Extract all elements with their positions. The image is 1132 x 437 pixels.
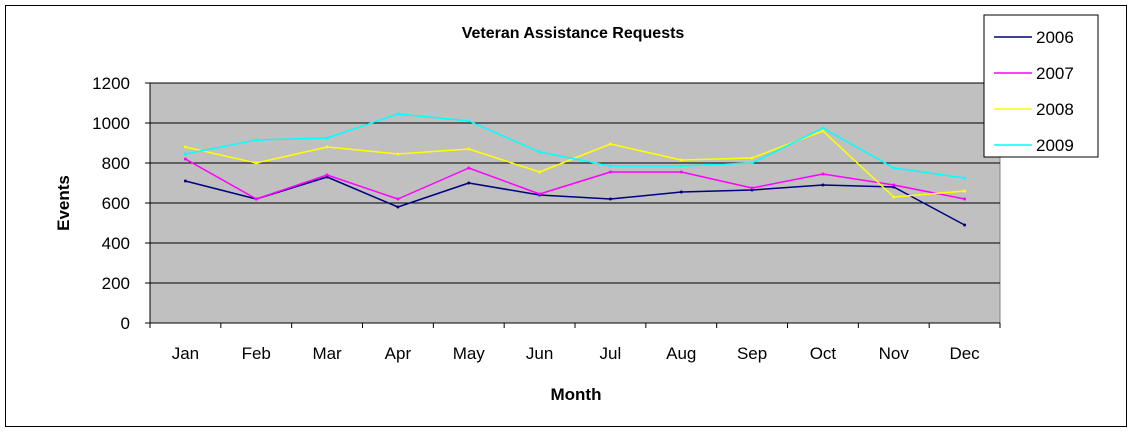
data-point-2007-dec	[963, 197, 967, 201]
data-point-2009-feb	[254, 138, 258, 142]
data-point-2007-sep	[750, 186, 754, 190]
x-tick-label-dec: Dec	[949, 344, 980, 363]
data-point-2008-jul	[608, 142, 612, 146]
data-point-2006-may	[467, 181, 471, 185]
data-point-2008-apr	[396, 152, 400, 156]
data-point-2007-apr	[396, 197, 400, 201]
data-point-2009-oct	[821, 126, 825, 130]
y-tick-label-200: 200	[102, 274, 130, 293]
x-tick-label-may: May	[453, 344, 486, 363]
y-tick-label-600: 600	[102, 194, 130, 213]
chart-title: Veteran Assistance Requests	[462, 25, 685, 42]
data-point-2006-aug	[679, 190, 683, 194]
data-point-2009-jan	[183, 152, 187, 156]
data-point-2006-apr	[396, 205, 400, 209]
x-tick-label-jun: Jun	[526, 344, 553, 363]
data-point-2008-aug	[679, 158, 683, 162]
data-point-2009-nov	[892, 166, 896, 170]
series-line-2007	[185, 158, 965, 200]
data-point-2007-aug	[679, 170, 683, 174]
data-point-2009-apr	[396, 112, 400, 116]
y-tick-label-0: 0	[121, 314, 130, 333]
data-point-2007-jul	[608, 170, 612, 174]
data-point-2006-jul	[608, 197, 612, 201]
data-point-2008-dec	[963, 189, 967, 193]
legend-label-2007: 2007	[1036, 64, 1074, 83]
data-point-2008-mar	[325, 145, 329, 149]
x-tick-label-jul: Jul	[600, 344, 622, 363]
series-line-2008	[185, 130, 965, 198]
data-point-2007-mar	[325, 173, 329, 177]
y-tick-label-400: 400	[102, 234, 130, 253]
legend-label-2009: 2009	[1036, 136, 1074, 155]
y-tick-label-800: 800	[102, 154, 130, 173]
x-tick-label-nov: Nov	[879, 344, 910, 363]
data-point-2009-jun	[538, 150, 542, 154]
legend-label-2008: 2008	[1036, 100, 1074, 119]
data-point-2006-dec	[963, 223, 967, 227]
legend: 2006 2007 2008 2009	[983, 14, 1099, 158]
x-tick-label-aug: Aug	[666, 344, 696, 363]
data-point-2009-dec	[963, 176, 967, 180]
data-point-2006-jan	[183, 179, 187, 183]
data-point-2008-jun	[538, 170, 542, 174]
data-point-2009-aug	[679, 164, 683, 168]
data-point-2008-may	[467, 147, 471, 151]
x-tick-label-oct: Oct	[810, 344, 837, 363]
data-point-2008-nov	[892, 195, 896, 199]
x-tick-label-sep: Sep	[737, 344, 767, 363]
y-tick-label-1000: 1000	[92, 114, 130, 133]
legend-label-2006: 2006	[1036, 28, 1074, 47]
x-tick-label-jan: Jan	[172, 344, 199, 363]
data-point-2007-nov	[892, 183, 896, 187]
data-point-2008-feb	[254, 161, 258, 165]
data-point-2007-may	[467, 166, 471, 170]
x-axis-title: Month	[551, 385, 602, 404]
data-point-2008-jan	[183, 145, 187, 149]
data-point-2009-may	[467, 119, 471, 123]
data-point-2009-sep	[750, 161, 754, 165]
data-point-2007-jun	[538, 192, 542, 196]
x-tick-label-apr: Apr	[385, 344, 412, 363]
y-axis-title: Events	[54, 175, 73, 231]
series-line-2006	[185, 176, 965, 226]
data-point-2007-jan	[183, 157, 187, 161]
data-point-2008-oct	[821, 129, 825, 133]
plot-area: 0 200 400 600 800 1000 1200 Jan Feb Mar Apr May Jun J…	[92, 74, 1001, 363]
x-tick-label-feb: Feb	[242, 344, 271, 363]
data-point-2008-sep	[750, 156, 754, 160]
data-point-2007-feb	[254, 197, 258, 201]
series-line-2009	[185, 113, 965, 179]
x-tick-label-mar: Mar	[312, 344, 342, 363]
data-point-2009-mar	[325, 136, 329, 140]
data-point-2009-jul	[608, 164, 612, 168]
data-point-2007-oct	[821, 172, 825, 176]
legend-box	[983, 14, 1099, 158]
data-point-2006-oct	[821, 183, 825, 187]
y-tick-label-1200: 1200	[92, 74, 130, 93]
